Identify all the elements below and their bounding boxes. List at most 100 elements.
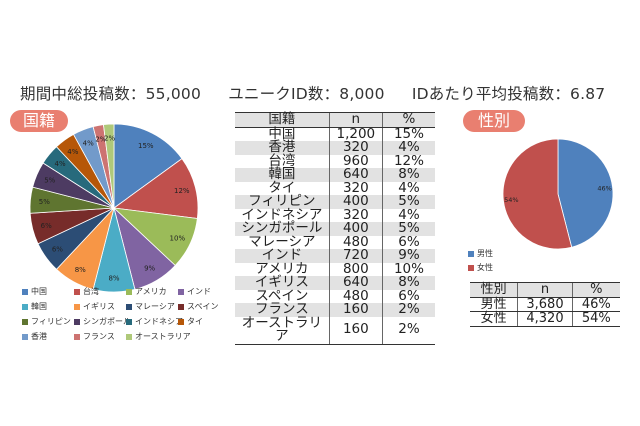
table-row: 台湾 960 12% bbox=[235, 154, 435, 168]
table-cell: 6% bbox=[381, 235, 435, 249]
pie-data-label-2: 10% bbox=[170, 234, 186, 242]
pie-data-label-0: 46% bbox=[597, 184, 611, 192]
table-cell: フランス bbox=[235, 302, 330, 317]
pie-slice-1 bbox=[112, 158, 199, 219]
legend-item: マレーシア bbox=[126, 301, 175, 312]
table-cell: 480 bbox=[328, 289, 383, 303]
table-cell: 香港 bbox=[235, 140, 330, 155]
legend-swatch bbox=[178, 288, 184, 295]
table-cell: 8% bbox=[381, 167, 435, 182]
avg-per-id: IDあたり平均投稿数：6.87 bbox=[411, 85, 606, 103]
table-row: タイ 320 4% bbox=[235, 179, 435, 196]
legend-label: シンガポール bbox=[83, 317, 131, 326]
table-cell: 46% bbox=[571, 297, 620, 312]
table-row: 男性 3,680 46% bbox=[470, 297, 620, 312]
legend-swatch bbox=[22, 288, 28, 295]
table-header-cell: n bbox=[517, 282, 573, 298]
table-cell: 2% bbox=[381, 302, 435, 317]
table-row: 中国 1,200 15% bbox=[235, 127, 435, 141]
table-row: アメリカ 800 10% bbox=[235, 262, 435, 276]
legend-item: フィリピン bbox=[22, 316, 71, 327]
table-cell: 男性 bbox=[470, 297, 518, 312]
table-cell: インドネシア bbox=[241, 206, 323, 223]
table-cell: 韓国 bbox=[235, 167, 330, 182]
table-cell: フィリピン bbox=[235, 194, 330, 209]
legend-label: フランス bbox=[83, 332, 115, 341]
table-cell: 400 bbox=[328, 194, 383, 209]
legend-item: タイ bbox=[178, 316, 203, 327]
legend-label: タイ bbox=[187, 317, 203, 326]
nationality-legend: 中国 台湾 アメリカ インド 韓国 イギリス マレーシア スペイン フィリピン シンガポール インド… bbox=[22, 286, 232, 346]
pie-slice-1 bbox=[502, 138, 573, 250]
pie-data-label-1: 12% bbox=[174, 187, 190, 195]
table-cell: 4,320 bbox=[517, 311, 573, 327]
legend-swatch bbox=[126, 333, 132, 340]
unique-ids: ユニークID数：8,000 bbox=[228, 85, 385, 103]
table-cell: 6% bbox=[381, 289, 435, 303]
pie-data-label-3: 9% bbox=[144, 265, 155, 273]
legend-item: 女性 bbox=[468, 262, 493, 273]
pie-data-label-11: 4% bbox=[67, 148, 78, 156]
legend-item: スペイン bbox=[178, 301, 218, 312]
legend-swatch bbox=[178, 318, 184, 325]
table-cell: 4% bbox=[381, 208, 435, 222]
table-cell: 3,680 bbox=[517, 297, 573, 312]
table-row: スペイン 480 6% bbox=[235, 287, 435, 304]
table-cell: 8% bbox=[381, 275, 435, 290]
table-row: 韓国 640 8% bbox=[235, 167, 435, 182]
pie-slice-0 bbox=[113, 123, 183, 209]
gender-table: 性別 n% 男性 3,680 46% 女性 4,320 54% bbox=[470, 282, 620, 327]
table-cell: 160 bbox=[328, 316, 383, 345]
legend-swatch bbox=[178, 303, 184, 310]
section-label-gender: 性別 bbox=[463, 110, 525, 132]
legend-item: 韓国 bbox=[22, 301, 47, 312]
legend-label: スペイン bbox=[187, 302, 219, 311]
legend-item: フランス bbox=[74, 331, 115, 342]
table-row: フランス 160 2% bbox=[235, 302, 435, 317]
legend-label: インド bbox=[187, 287, 211, 296]
table-cell: 800 bbox=[328, 262, 383, 276]
table-row: シンガポール 400 5% bbox=[235, 221, 435, 236]
table-cell: オーストラリア bbox=[235, 316, 330, 345]
pie-data-label-0: 15% bbox=[138, 142, 154, 150]
legend-label: オーストラリア bbox=[135, 332, 191, 341]
legend-item: 男性 bbox=[468, 248, 493, 259]
table-cell: 10% bbox=[381, 262, 435, 276]
pie-data-label-12: 4% bbox=[83, 139, 94, 147]
table-cell: スペイン bbox=[255, 287, 309, 304]
table-cell: タイ bbox=[268, 179, 296, 196]
table-cell: 15% bbox=[381, 127, 435, 141]
legend-swatch bbox=[74, 303, 80, 310]
legend-label: マレーシア bbox=[135, 302, 175, 311]
section-label-country: 国籍 bbox=[10, 110, 68, 132]
legend-item: アメリカ bbox=[126, 286, 167, 297]
table-header-cell: % bbox=[571, 282, 620, 298]
pie-data-label-6: 6% bbox=[52, 246, 63, 254]
pie-data-label-13: 2% bbox=[95, 136, 106, 144]
table-cell: 12% bbox=[381, 154, 435, 168]
legend-swatch bbox=[126, 303, 132, 310]
pie-data-label-7: 6% bbox=[41, 222, 52, 230]
legend-label: 韓国 bbox=[31, 302, 47, 311]
legend-item: 香港 bbox=[22, 331, 47, 342]
table-cell: イギリス bbox=[235, 275, 330, 290]
legend-label: 香港 bbox=[31, 332, 47, 341]
legend-swatch bbox=[74, 318, 80, 325]
legend-label: 台湾 bbox=[83, 287, 99, 296]
table-row: 香港 320 4% bbox=[235, 140, 435, 155]
gender-pie-chart: 46% 54% bbox=[502, 138, 614, 250]
table-row: オーストラリア 160 2% bbox=[235, 316, 435, 345]
nationality-pie-chart: 15%12%10%9%8%8%6%6%5%5%4%4%4% 2%2% bbox=[29, 123, 199, 293]
legend-swatch bbox=[74, 288, 80, 295]
table-cell: 5% bbox=[381, 221, 435, 236]
table-cell: 9% bbox=[381, 248, 435, 263]
table-header-cell: % bbox=[381, 112, 435, 128]
legend-swatch bbox=[22, 303, 28, 310]
table-row: 女性 4,320 54% bbox=[470, 311, 620, 327]
legend-label: アメリカ bbox=[135, 287, 167, 296]
legend-label: インドネシア bbox=[135, 317, 183, 326]
pie-slice-14 bbox=[103, 123, 115, 209]
pie-slice-0 bbox=[557, 138, 614, 248]
table-cell: 54% bbox=[571, 311, 620, 327]
table-cell: 640 bbox=[328, 167, 383, 182]
